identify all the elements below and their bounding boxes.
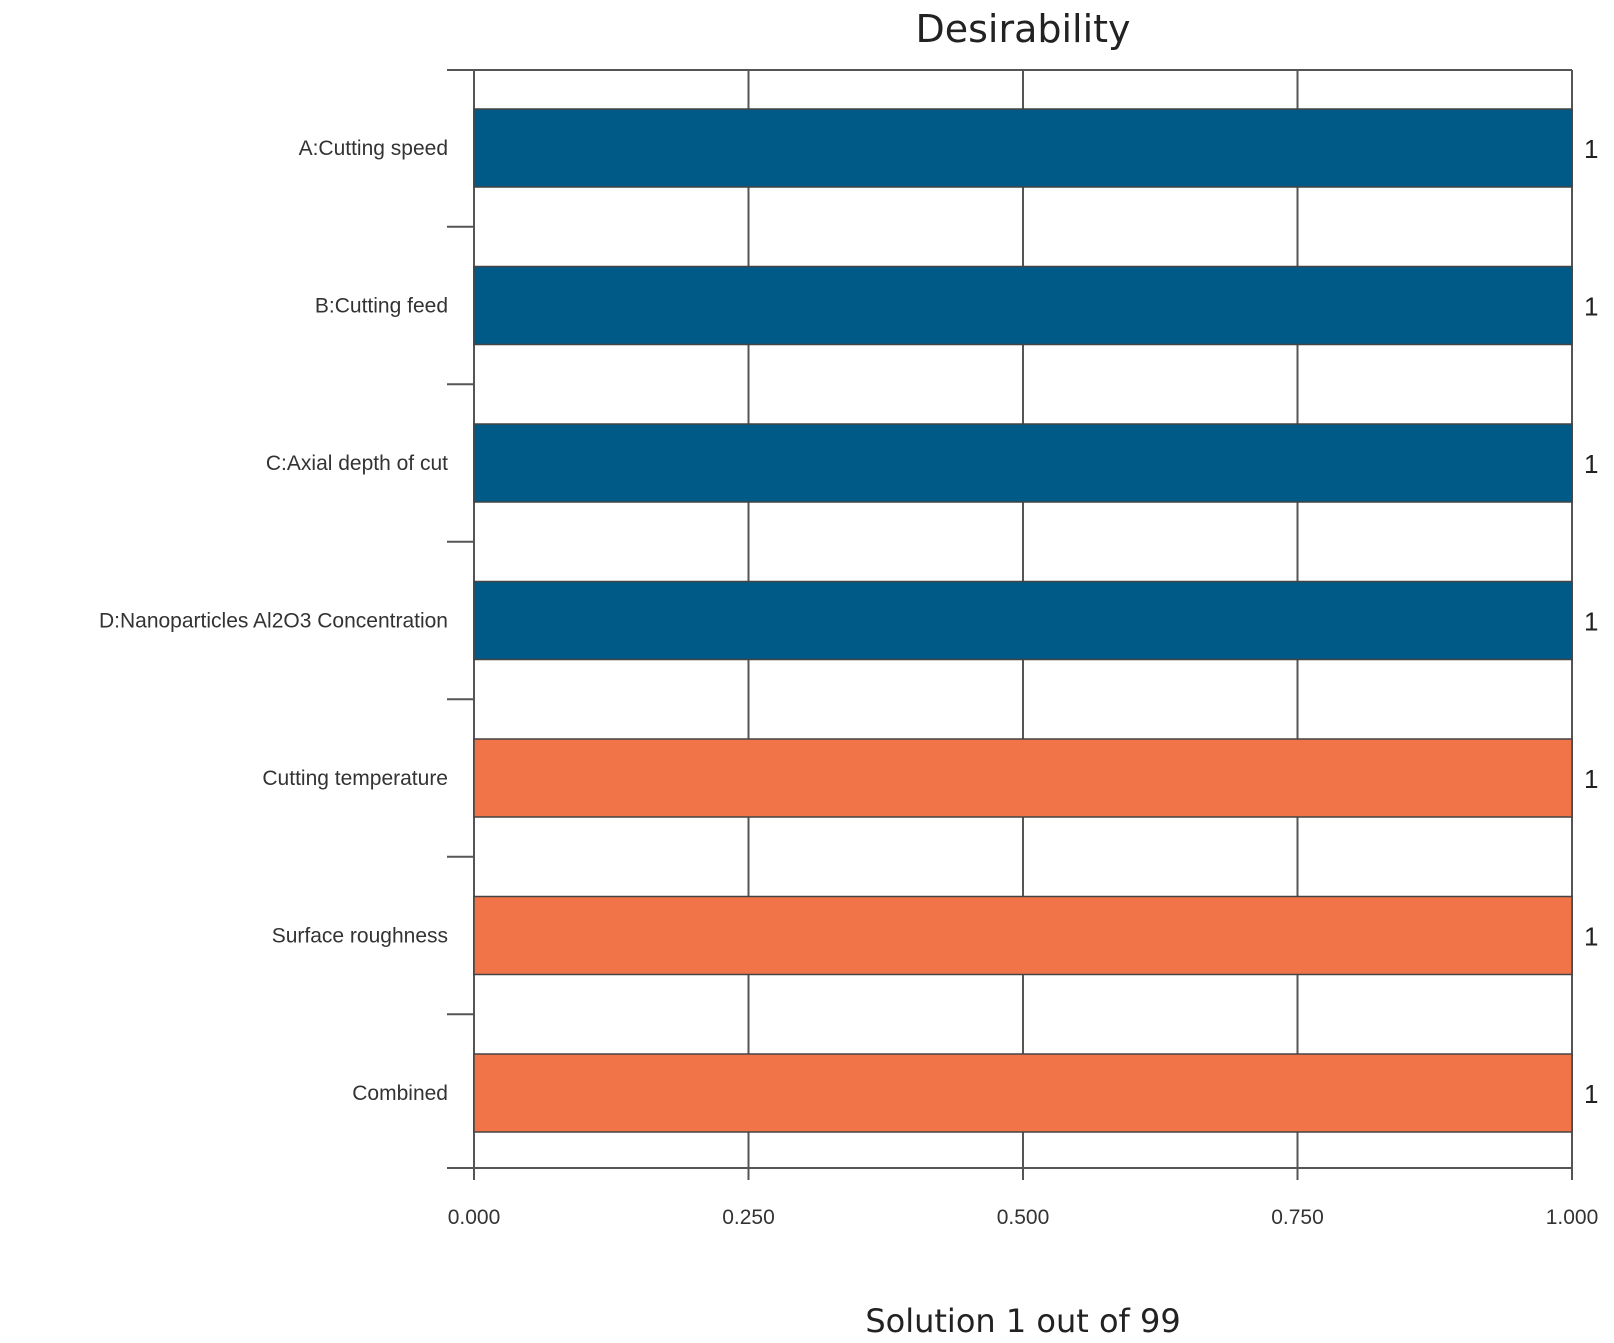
bar-value-label: 1	[1584, 292, 1598, 322]
bar	[473, 580, 1573, 661]
bar-value-label: 1	[1584, 1079, 1598, 1109]
x-tick-label: 1.000	[1546, 1206, 1599, 1229]
bar-value-label: 1	[1584, 607, 1598, 637]
x-tick-label: 0.750	[1271, 1206, 1324, 1229]
category-label: B:Cutting feed	[315, 295, 448, 318]
bar-value-label: 1	[1584, 449, 1598, 479]
x-axis-title: Solution 1 out of 99	[865, 1302, 1180, 1340]
category-label: Combined	[352, 1082, 448, 1105]
chart-title: Desirability	[915, 7, 1130, 51]
bar-value-label: 1	[1584, 764, 1598, 794]
category-label: Surface roughness	[272, 925, 448, 948]
labels-layer: A:Cutting speed 1 B:Cutting feed 1 C:Axial d…	[99, 134, 1599, 1229]
category-label: C:Axial depth of cut	[266, 452, 448, 475]
bar-value-label: 1	[1584, 134, 1598, 164]
bar	[473, 738, 1573, 818]
bar-value-label: 1	[1584, 922, 1598, 952]
axis-layer	[447, 69, 1573, 1180]
bars-layer	[473, 108, 1573, 1133]
bar	[473, 1053, 1573, 1133]
category-label: A:Cutting speed	[299, 137, 448, 160]
category-label: Cutting temperature	[262, 767, 448, 790]
bar	[473, 265, 1573, 346]
bar	[473, 423, 1573, 503]
bar	[473, 108, 1573, 188]
x-tick-label: 0.000	[448, 1206, 501, 1229]
x-tick-label: 0.250	[722, 1206, 775, 1229]
category-label: D:Nanoparticles Al2O3 Concentration	[99, 610, 448, 633]
bar	[473, 895, 1573, 976]
x-tick-label: 0.500	[997, 1206, 1050, 1229]
